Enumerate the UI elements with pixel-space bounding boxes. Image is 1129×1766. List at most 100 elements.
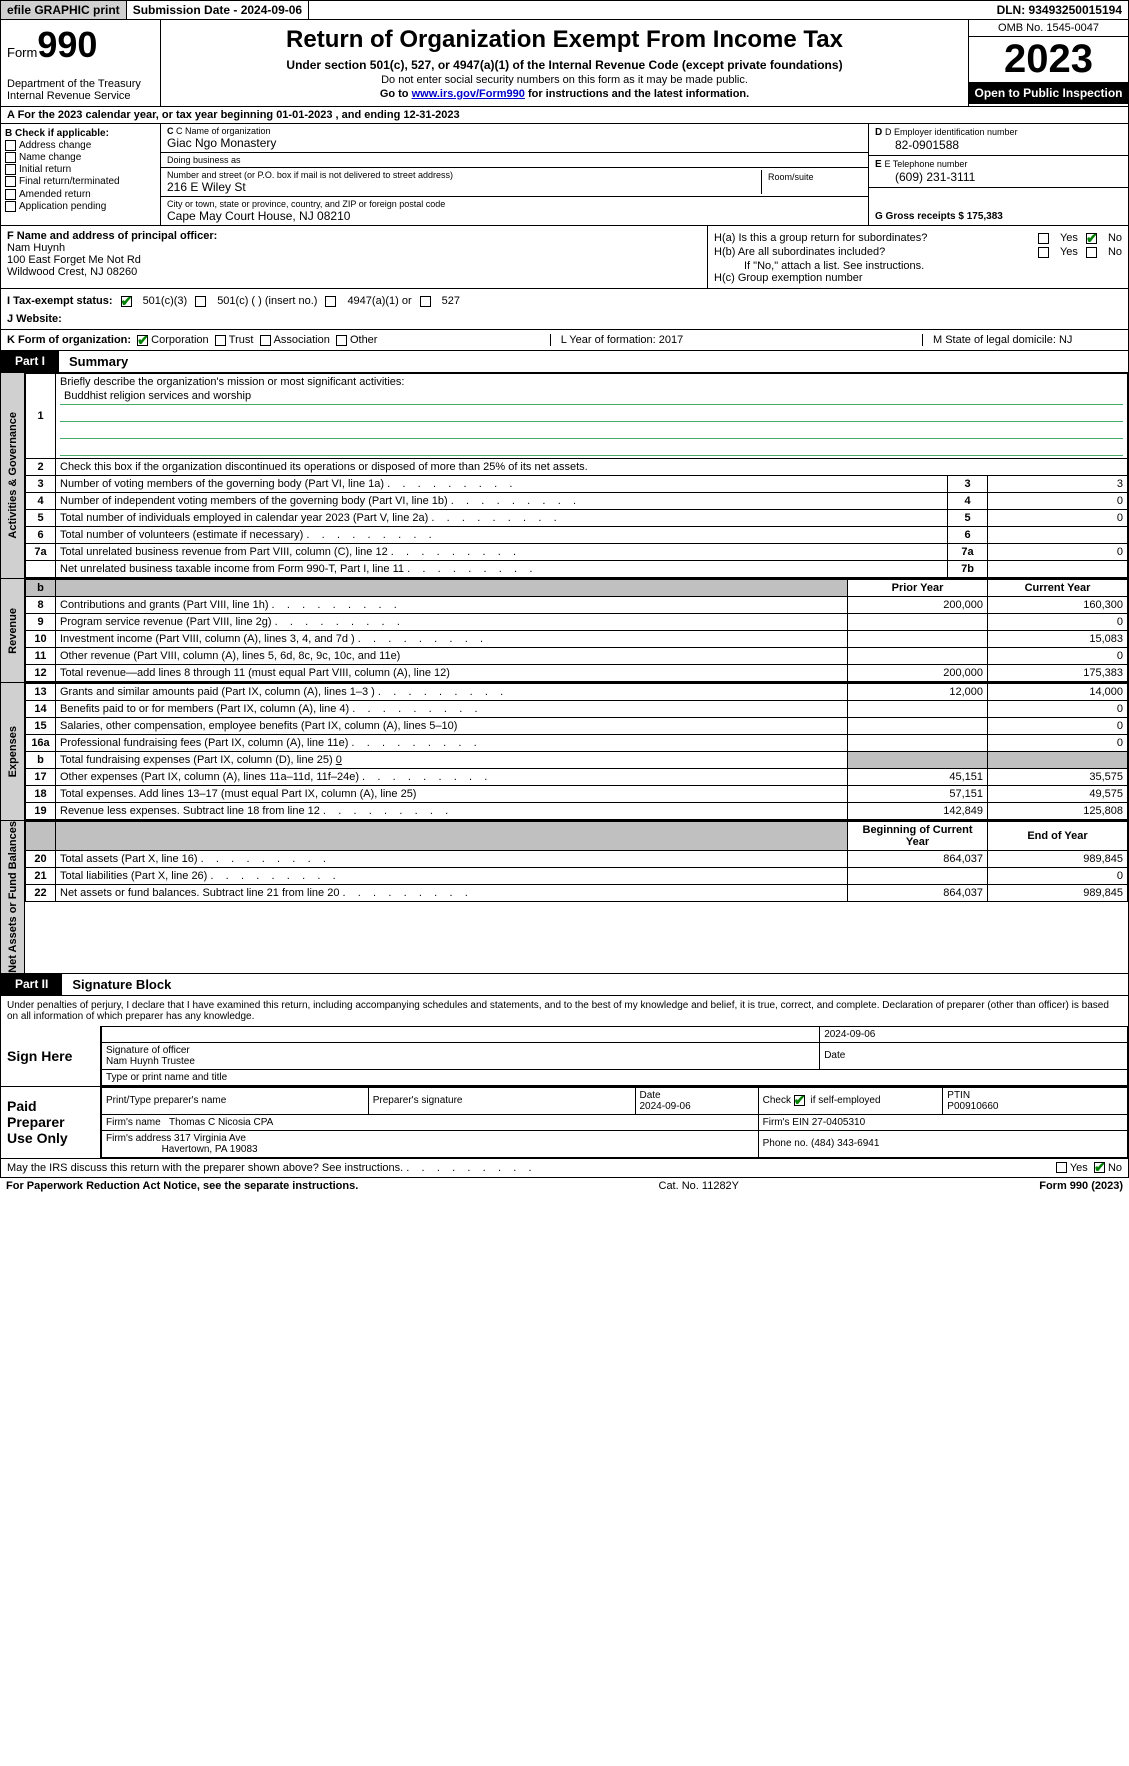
line8-prior: 200,000 — [848, 597, 988, 614]
firm-name-lbl: Firm's name — [106, 1117, 161, 1128]
form-org-row: K Form of organization: Corporation Trus… — [0, 330, 1129, 351]
current-year-hdr: Current Year — [988, 580, 1128, 597]
chk-initial-return[interactable]: Initial return — [5, 164, 156, 175]
chk-501c[interactable] — [195, 296, 206, 307]
line20: Total assets (Part X, line 16) — [56, 851, 848, 868]
sign-date: 2024-09-06 — [820, 1026, 1128, 1042]
firm-addr-lbl: Firm's address — [106, 1133, 171, 1144]
exp-side-label: Expenses — [7, 726, 19, 777]
city-label: City or town, state or province, country… — [167, 199, 862, 209]
line10-prior — [848, 631, 988, 648]
i-label: I Tax-exempt status: — [7, 295, 113, 307]
org-name-label: C C Name of organization — [167, 126, 862, 136]
chk-final-return[interactable]: Final return/terminated — [5, 176, 156, 187]
hc-label: H(c) Group exemption number — [714, 272, 1122, 284]
dba-label: Doing business as — [167, 155, 862, 165]
line22: Net assets or fund balances. Subtract li… — [56, 885, 848, 902]
prior-year-hdr: Prior Year — [848, 580, 988, 597]
line17-prior: 45,151 — [848, 769, 988, 786]
subtitle-ssn: Do not enter social security numbers on … — [167, 74, 962, 86]
band-a-taxyear: A For the 2023 calendar year, or tax yea… — [0, 107, 1129, 124]
line15: Salaries, other compensation, employee b… — [56, 718, 848, 735]
mission-text: Buddhist religion services and worship — [60, 388, 1123, 405]
chk-self-employed[interactable] — [794, 1095, 805, 1106]
part2-title: Signature Block — [62, 974, 181, 995]
form-header: Form990 Department of the Treasury Inter… — [0, 20, 1129, 107]
hb-note: If "No," attach a list. See instructions… — [714, 260, 1122, 272]
chk-assoc[interactable] — [260, 335, 271, 346]
revenue-section: Revenue bPrior YearCurrent Year 8Contrib… — [0, 579, 1129, 683]
sign-here-label: Sign Here — [1, 1026, 101, 1086]
rev-side-label: Revenue — [7, 608, 19, 654]
line11-prior — [848, 648, 988, 665]
expenses-section: Expenses 13Grants and similar amounts pa… — [0, 683, 1129, 821]
line17-curr: 35,575 — [988, 769, 1128, 786]
line22-begin: 864,037 — [848, 885, 988, 902]
begin-year-hdr: Beginning of Current Year — [848, 822, 988, 851]
line14-prior — [848, 701, 988, 718]
chk-name-change[interactable]: Name change — [5, 152, 156, 163]
line9-curr: 0 — [988, 614, 1128, 631]
line19-curr: 125,808 — [988, 803, 1128, 820]
line11-curr: 0 — [988, 648, 1128, 665]
ptin-val: P00910660 — [947, 1101, 998, 1112]
chk-corp[interactable] — [137, 335, 148, 346]
form-number: Form990 — [7, 24, 154, 66]
may-yes[interactable] — [1056, 1162, 1067, 1173]
line22-end: 989,845 — [988, 885, 1128, 902]
phone-value: (609) 231-3111 — [875, 170, 1122, 184]
paperwork-notice: For Paperwork Reduction Act Notice, see … — [6, 1180, 358, 1192]
line21-end: 0 — [988, 868, 1128, 885]
chk-trust[interactable] — [215, 335, 226, 346]
line7a-val: 0 — [988, 544, 1128, 561]
chk-other[interactable] — [336, 335, 347, 346]
line20-begin: 864,037 — [848, 851, 988, 868]
form-word: Form — [7, 45, 37, 60]
ha-no[interactable] — [1086, 233, 1097, 244]
chk-address-change[interactable]: Address change — [5, 140, 156, 151]
line4-val: 0 — [988, 493, 1128, 510]
line21-begin — [848, 868, 988, 885]
line20-end: 989,845 — [988, 851, 1128, 868]
line13-curr: 14,000 — [988, 684, 1128, 701]
line8-curr: 160,300 — [988, 597, 1128, 614]
chk-4947[interactable] — [325, 296, 336, 307]
line6: Total number of volunteers (estimate if … — [56, 527, 948, 544]
hb-no[interactable] — [1086, 247, 1097, 258]
date-lbl: Date — [820, 1042, 1128, 1069]
cat-no: Cat. No. 11282Y — [659, 1180, 740, 1192]
chk-527[interactable] — [420, 296, 431, 307]
line1-label: Briefly describe the organization's miss… — [60, 376, 404, 388]
chk-app-pending[interactable]: Application pending — [5, 201, 156, 212]
ein-label: D D Employer identification number — [875, 127, 1122, 138]
officer-addr1: 100 East Forget Me Not Rd — [7, 254, 701, 266]
subtitle-code: Under section 501(c), 527, or 4947(a)(1)… — [167, 58, 962, 72]
officer-label: F Name and address of principal officer: — [7, 230, 701, 242]
penalties-text: Under penalties of perjury, I declare th… — [0, 996, 1129, 1026]
gov-side-label: Activities & Governance — [7, 412, 19, 539]
may-no[interactable] — [1094, 1162, 1105, 1173]
firm-phone: (484) 343-6941 — [811, 1138, 879, 1149]
ein-value: 82-0901588 — [875, 138, 1122, 152]
ha-yes[interactable] — [1038, 233, 1049, 244]
line16b: Total fundraising expenses (Part IX, col… — [56, 752, 848, 769]
tax-year: 2023 — [969, 37, 1128, 82]
chk-amended[interactable]: Amended return — [5, 189, 156, 200]
officer-name: Nam Huynh — [7, 242, 701, 254]
line7b: Net unrelated business taxable income fr… — [56, 561, 948, 578]
hb-yes[interactable] — [1038, 247, 1049, 258]
irs-link[interactable]: www.irs.gov/Form990 — [412, 88, 525, 100]
part2-tab: Part II — [1, 974, 62, 995]
subtitle-goto: Go to www.irs.gov/Form990 for instructio… — [167, 88, 962, 100]
prep-sig-lbl: Preparer's signature — [368, 1087, 635, 1114]
box-b: B Check if applicable: Address change Na… — [1, 124, 161, 225]
may-discuss-row: May the IRS discuss this return with the… — [0, 1159, 1129, 1178]
prep-name-lbl: Print/Type preparer's name — [102, 1087, 369, 1114]
chk-501c3[interactable] — [121, 296, 132, 307]
part2-header: Part II Signature Block — [0, 974, 1129, 996]
k-label: K Form of organization: — [7, 334, 131, 346]
officer-group-row: F Name and address of principal officer:… — [0, 226, 1129, 289]
net-side-label: Net Assets or Fund Balances — [7, 821, 19, 973]
box-c: C C Name of organization Giac Ngo Monast… — [161, 124, 868, 225]
org-name: Giac Ngo Monastery — [167, 136, 862, 150]
